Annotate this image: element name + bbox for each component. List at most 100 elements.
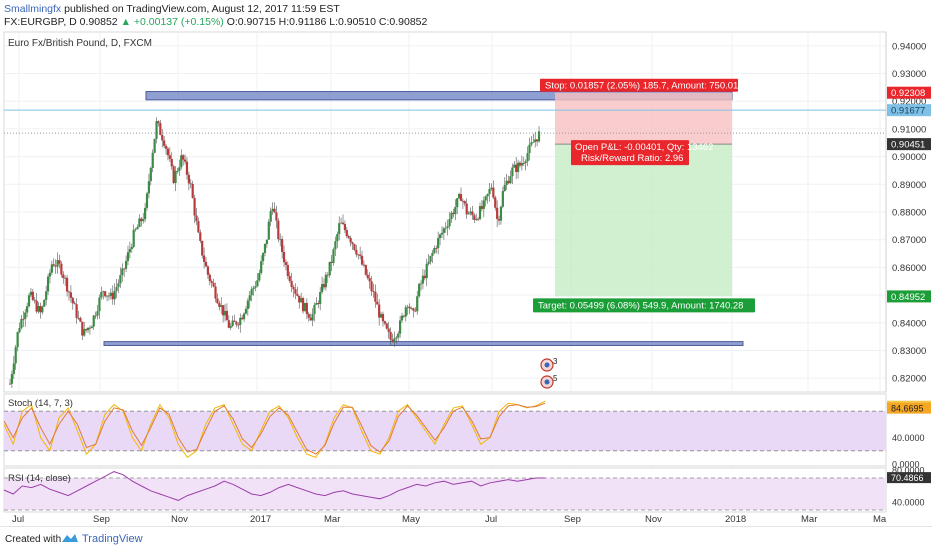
candle-body	[218, 303, 221, 307]
up-arrow-icon: ▲	[120, 16, 131, 28]
candle-body	[328, 261, 331, 276]
candle-body	[271, 208, 274, 212]
candle-body	[43, 299, 46, 307]
candle-body	[433, 247, 436, 253]
candle-body	[107, 295, 111, 297]
candle-body	[461, 200, 464, 202]
candle-body	[261, 252, 265, 262]
candle-body	[252, 287, 255, 290]
price-tick: 0.89000	[892, 180, 926, 191]
indicator-series-line	[3, 400, 546, 459]
candle-body	[353, 244, 356, 250]
candle-body	[457, 194, 461, 199]
indicator-tick: 80.0000	[892, 466, 925, 476]
indicator-series-line	[3, 402, 546, 455]
candle-body	[147, 181, 151, 194]
candle-body	[96, 311, 99, 316]
candle-body	[404, 307, 407, 317]
candle-body	[29, 291, 33, 296]
tradingview-logo-icon[interactable]	[61, 532, 79, 544]
candle-body	[473, 215, 476, 220]
candle-body	[159, 123, 162, 136]
position-tool[interactable]: Stop: 0.01857 (2.05%) 185.7, Amount: 750…	[533, 78, 755, 313]
candle-body	[170, 158, 173, 167]
candle-body	[410, 308, 413, 310]
tradingview-brand[interactable]: TradingView	[82, 533, 143, 545]
chart-canvas[interactable]: Euro Fx/British Pound, D, FXCM 0.940000.…	[0, 0, 932, 526]
candle-body	[334, 241, 337, 250]
candle-body	[477, 218, 480, 220]
candle-body	[83, 328, 86, 336]
candle-body	[437, 238, 440, 249]
candle-body	[58, 260, 61, 264]
candle-body	[528, 144, 531, 154]
stoch-grid	[4, 410, 886, 452]
support-zone	[103, 341, 744, 346]
candle-body	[305, 302, 308, 314]
time-axis[interactable]: Jul Sep Nov 2017 Mar May Jul Sep Nov 2018 Mar Ma	[12, 514, 887, 525]
candle-body	[39, 305, 42, 313]
candle-body	[263, 243, 267, 253]
candle-body	[372, 291, 375, 292]
candle-body	[427, 261, 430, 264]
candle-body	[484, 196, 487, 201]
price-label-box	[887, 138, 931, 151]
price-axis[interactable]: 0.94000 0.93000 0.92000 0.91000 0.90000 0.890…	[885, 32, 926, 392]
candle-body	[100, 292, 103, 298]
candle-body	[223, 310, 227, 316]
candle-body	[317, 303, 320, 304]
candle-body	[515, 164, 518, 173]
candle-body	[440, 232, 444, 235]
candle-body	[132, 229, 135, 247]
candle-body	[149, 167, 152, 182]
time-tick: Sep	[564, 514, 581, 525]
candle-body	[526, 153, 529, 162]
candle-body	[138, 218, 141, 228]
candle-body	[374, 291, 377, 302]
indicator-value-box	[887, 402, 931, 414]
candle-body	[85, 328, 88, 331]
candle-body	[241, 317, 244, 320]
candle-body	[65, 277, 69, 292]
candle-body	[119, 275, 122, 284]
candle-body	[438, 234, 442, 239]
candle-body	[336, 234, 339, 242]
candle-body	[81, 321, 84, 336]
candle-body	[320, 284, 324, 293]
candle-body	[511, 167, 514, 177]
candle-body	[452, 212, 455, 215]
candle-body	[423, 275, 426, 279]
candle-body	[347, 236, 350, 238]
main-chart-title: Euro Fx/British Pound, D, FXCM	[8, 38, 152, 49]
publisher-name[interactable]: Smallmingfx	[4, 3, 62, 15]
time-tick: Jul	[485, 514, 497, 525]
price-label-box	[887, 290, 931, 303]
stoch-lines	[3, 400, 546, 459]
symbol-info: FX:EURGBP, D 0.90852 ▲ +0.00137 (+0.15%)…	[4, 16, 427, 28]
event-markers[interactable]: 35	[540, 357, 558, 389]
candle-body	[235, 321, 238, 325]
candle-body	[383, 321, 386, 324]
stop-label-box	[540, 78, 738, 92]
candle-body	[77, 317, 80, 319]
candle-body	[400, 315, 404, 321]
candle-body	[290, 280, 293, 287]
candle-body	[330, 261, 333, 263]
candle-body	[311, 314, 314, 321]
stop-label: Stop: 0.01857 (2.05%) 185.7, Amount: 750…	[545, 81, 738, 92]
candle-body	[27, 295, 31, 307]
candle-body	[56, 260, 59, 267]
candle-body	[418, 283, 421, 297]
candle-body	[227, 320, 230, 328]
candle-body	[130, 246, 133, 250]
candle-body	[480, 206, 484, 209]
candle-body	[185, 161, 189, 175]
candle-body	[86, 327, 90, 331]
candle-body	[206, 266, 210, 275]
rsi-lines	[3, 471, 545, 501]
time-tick: Mar	[324, 514, 340, 525]
candle-body	[442, 228, 445, 233]
candle-body	[450, 212, 453, 220]
candle-body	[507, 180, 510, 184]
candle-body	[475, 218, 478, 220]
